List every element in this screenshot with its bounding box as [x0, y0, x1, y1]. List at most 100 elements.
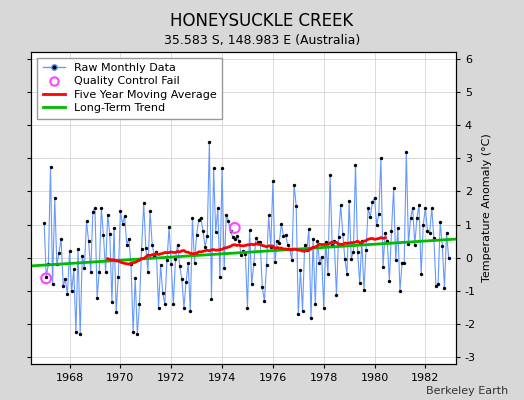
Point	[267, 244, 275, 250]
Point	[63, 291, 72, 298]
Point	[432, 283, 440, 290]
Point	[300, 242, 309, 248]
Point	[304, 226, 313, 232]
Point	[144, 268, 152, 275]
Point	[224, 218, 233, 224]
Point	[70, 266, 78, 272]
Point	[404, 241, 412, 248]
Point	[383, 238, 391, 244]
Point	[283, 242, 292, 248]
Point	[322, 239, 330, 245]
Point	[315, 260, 324, 266]
Point	[341, 256, 349, 262]
Point	[343, 271, 351, 277]
Point	[263, 262, 271, 268]
Point	[80, 264, 89, 271]
Point	[311, 301, 320, 308]
Point	[205, 138, 214, 145]
Point	[127, 261, 135, 267]
Point	[157, 262, 165, 269]
Point	[104, 212, 112, 218]
Point	[442, 230, 451, 236]
Point	[95, 268, 103, 275]
Point	[214, 205, 222, 211]
Point	[228, 233, 237, 240]
Text: HONEYSUCKLE CREEK: HONEYSUCKLE CREEK	[170, 12, 354, 30]
Point	[231, 225, 239, 231]
Point	[336, 202, 345, 208]
Point	[112, 309, 121, 315]
Point	[417, 271, 425, 278]
Point	[199, 228, 207, 234]
Point	[82, 218, 91, 224]
Point	[373, 222, 381, 228]
Point	[155, 304, 163, 311]
Point	[163, 256, 171, 263]
Point	[434, 281, 442, 288]
Legend: Raw Monthly Data, Quality Control Fail, Five Year Moving Average, Long-Term Tren: Raw Monthly Data, Quality Control Fail, …	[37, 58, 222, 119]
Point	[139, 200, 148, 206]
Point	[409, 205, 417, 211]
Point	[436, 219, 444, 225]
Point	[349, 249, 357, 256]
Point	[402, 148, 410, 155]
Point	[208, 296, 216, 302]
Point	[260, 298, 269, 304]
Point	[366, 214, 375, 220]
Point	[159, 290, 167, 296]
Point	[320, 304, 328, 311]
Point	[125, 236, 133, 242]
Point	[239, 248, 247, 254]
Point	[78, 253, 86, 259]
Point	[141, 245, 150, 251]
Point	[347, 255, 355, 262]
Point	[68, 288, 76, 294]
Point	[106, 231, 114, 238]
Point	[129, 329, 137, 336]
Point	[66, 248, 74, 254]
Point	[53, 261, 61, 268]
Point	[245, 227, 254, 234]
Point	[118, 220, 127, 227]
Point	[114, 274, 123, 280]
Point	[249, 260, 258, 267]
Point	[173, 241, 182, 248]
Point	[50, 195, 59, 201]
Point	[334, 234, 343, 240]
Point	[40, 220, 48, 226]
Point	[116, 208, 125, 214]
Point	[101, 268, 110, 275]
Point	[99, 232, 107, 238]
Point	[358, 238, 366, 244]
Point	[290, 182, 298, 188]
Point	[428, 205, 436, 211]
Point	[57, 236, 66, 242]
Point	[188, 215, 196, 222]
Point	[288, 257, 296, 263]
Point	[171, 256, 180, 262]
Point	[190, 260, 199, 266]
Point	[196, 214, 205, 221]
Point	[220, 265, 228, 272]
Point	[328, 242, 336, 248]
Y-axis label: Temperature Anomaly (°C): Temperature Anomaly (°C)	[482, 134, 492, 282]
Point	[381, 230, 389, 236]
Point	[167, 261, 176, 268]
Point	[438, 243, 446, 250]
Point	[377, 155, 385, 162]
Text: Berkeley Earth: Berkeley Earth	[426, 386, 508, 396]
Point	[59, 283, 68, 289]
Point	[256, 238, 265, 245]
Point	[165, 224, 173, 231]
Point	[345, 198, 353, 204]
Point	[360, 286, 368, 293]
Point	[411, 242, 419, 248]
Point	[182, 279, 190, 286]
Point	[389, 185, 398, 191]
Text: 35.583 S, 148.983 E (Australia): 35.583 S, 148.983 E (Australia)	[164, 34, 360, 47]
Point	[84, 238, 93, 244]
Point	[237, 251, 245, 258]
Point	[110, 225, 118, 231]
Point	[42, 275, 50, 282]
Point	[226, 228, 235, 234]
